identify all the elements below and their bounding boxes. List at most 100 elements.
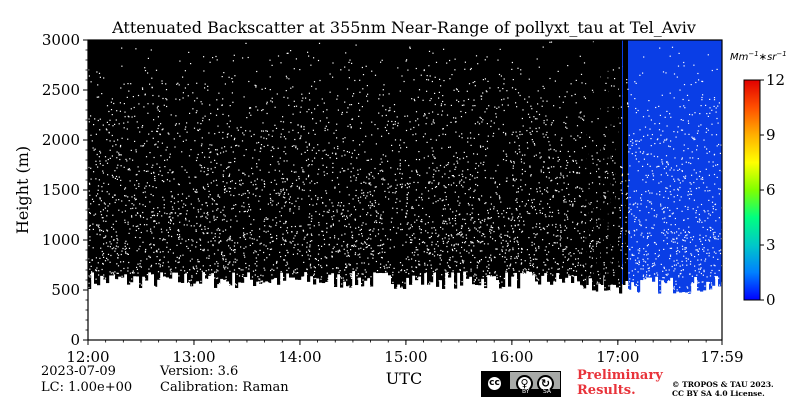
noise-speckle xyxy=(472,208,474,210)
noise-speckle xyxy=(559,177,561,179)
noise-speckle xyxy=(684,231,686,233)
noise-speckle xyxy=(548,224,550,226)
noise-speckle xyxy=(428,237,430,239)
noise-speckle xyxy=(435,269,437,271)
noise-speckle xyxy=(150,264,153,266)
noise-speckle xyxy=(470,268,472,270)
noise-speckle xyxy=(463,272,465,274)
noise-speckle xyxy=(382,154,384,156)
noise-speckle xyxy=(442,95,444,97)
noise-speckle xyxy=(457,282,459,284)
noise-speckle xyxy=(203,166,206,169)
noise-speckle xyxy=(268,282,270,284)
noise-speckle xyxy=(208,148,210,150)
noise-speckle xyxy=(392,127,394,129)
noise-speckle xyxy=(186,171,188,173)
noise-speckle xyxy=(527,291,529,293)
noise-speckle xyxy=(201,228,203,230)
noise-speckle xyxy=(318,279,320,281)
noise-speckle xyxy=(537,287,539,289)
noise-speckle xyxy=(408,164,410,167)
noise-speckle xyxy=(128,247,131,249)
noise-speckle xyxy=(371,70,373,72)
noise-speckle xyxy=(102,124,104,126)
noise-speckle xyxy=(497,164,499,166)
noise-speckle xyxy=(322,215,324,217)
noise-speckle xyxy=(303,171,305,173)
noise-speckle xyxy=(120,144,122,147)
noise-speckle xyxy=(286,52,288,54)
noise-speckle xyxy=(542,46,544,48)
noise-speckle xyxy=(313,278,315,280)
noise-speckle xyxy=(195,229,197,231)
noise-speckle xyxy=(714,236,716,238)
noise-speckle xyxy=(687,218,689,220)
noise-speckle xyxy=(342,277,344,279)
noise-speckle xyxy=(452,270,454,272)
noise-speckle xyxy=(658,249,660,251)
noise-speckle xyxy=(139,263,141,265)
noise-speckle xyxy=(574,227,576,229)
noise-speckle xyxy=(697,287,699,289)
noise-speckle xyxy=(646,153,648,156)
noise-speckle xyxy=(351,231,353,233)
noise-speckle xyxy=(448,217,450,220)
noise-speckle xyxy=(487,217,489,219)
noise-speckle xyxy=(456,234,458,236)
noise-speckle xyxy=(469,196,471,198)
noise-speckle xyxy=(139,203,141,205)
noise-speckle xyxy=(254,297,256,299)
noise-speckle xyxy=(109,246,111,248)
noise-speckle xyxy=(355,209,357,211)
noise-speckle xyxy=(142,282,144,284)
noise-speckle xyxy=(563,177,565,179)
noise-speckle xyxy=(695,249,697,251)
noise-speckle xyxy=(670,247,673,249)
noise-speckle xyxy=(652,263,654,265)
noise-speckle xyxy=(368,229,370,231)
noise-speckle xyxy=(552,157,554,159)
noise-speckle xyxy=(462,170,464,172)
noise-speckle xyxy=(140,145,142,147)
noise-speckle xyxy=(548,268,550,270)
noise-speckle xyxy=(718,188,720,190)
noise-speckle xyxy=(474,221,476,223)
noise-speckle xyxy=(472,242,474,244)
noise-speckle xyxy=(119,146,122,148)
noise-speckle xyxy=(512,231,514,233)
noise-speckle xyxy=(269,248,271,250)
noise-speckle xyxy=(401,75,403,77)
noise-speckle xyxy=(587,294,589,296)
noise-speckle xyxy=(432,221,434,223)
signal-column xyxy=(274,40,278,278)
noise-speckle xyxy=(438,135,440,137)
noise-speckle xyxy=(443,48,445,50)
noise-speckle xyxy=(331,179,333,182)
noise-speckle xyxy=(484,285,486,287)
noise-speckle xyxy=(359,144,361,146)
noise-speckle xyxy=(428,167,430,169)
noise-speckle xyxy=(353,175,355,177)
noise-speckle xyxy=(555,190,557,192)
noise-speckle xyxy=(605,272,607,274)
noise-speckle xyxy=(206,283,208,285)
noise-speckle xyxy=(344,218,346,220)
noise-speckle xyxy=(686,286,688,288)
signal-column xyxy=(541,40,545,276)
noise-speckle xyxy=(139,131,141,133)
noise-speckle xyxy=(231,208,233,210)
noise-speckle xyxy=(667,273,669,275)
noise-speckle xyxy=(302,230,305,232)
noise-speckle xyxy=(637,170,639,172)
noise-speckle xyxy=(97,189,99,191)
noise-speckle xyxy=(308,132,310,134)
signal-column xyxy=(688,40,692,294)
noise-speckle xyxy=(313,273,315,275)
noise-speckle xyxy=(328,244,330,246)
noise-speckle xyxy=(150,49,152,51)
noise-speckle xyxy=(691,254,693,256)
noise-speckle xyxy=(524,272,526,274)
noise-speckle xyxy=(710,227,712,229)
noise-speckle xyxy=(468,230,470,232)
noise-speckle xyxy=(140,231,142,234)
